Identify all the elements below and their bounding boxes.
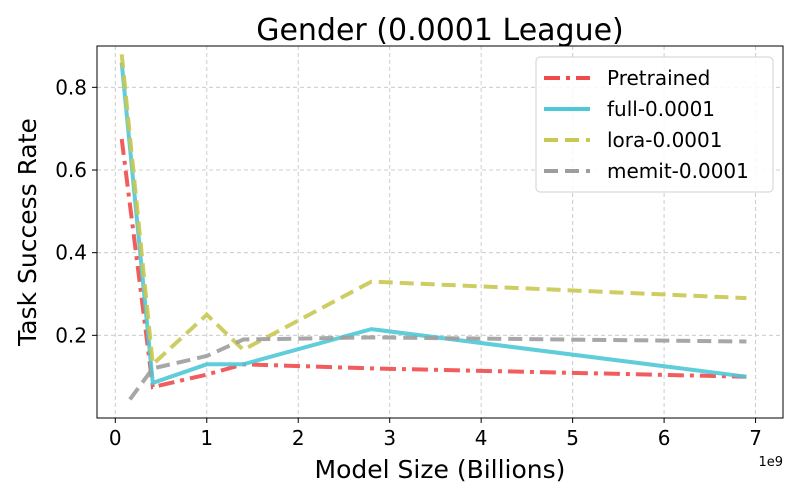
x-tick-label: 2 bbox=[292, 426, 305, 450]
x-tick-label: 7 bbox=[749, 426, 762, 450]
legend-label-pretrained: Pretrained bbox=[607, 66, 710, 90]
x-tick-label: 1 bbox=[200, 426, 213, 450]
series-line-memit-0-0001 bbox=[128, 335, 747, 401]
series-line-pretrained bbox=[119, 138, 747, 390]
chart-title: Gender (0.0001 League) bbox=[256, 13, 624, 48]
y-axis-label: Task Success Rate bbox=[13, 118, 42, 347]
series-lines bbox=[119, 54, 747, 401]
x-axis-label: Model Size (Billions) bbox=[315, 455, 566, 484]
y-tick-label: 0.8 bbox=[55, 75, 87, 99]
legend-label-lora-0-0001: lora-0.0001 bbox=[607, 128, 722, 152]
x-tick-label: 6 bbox=[658, 426, 671, 450]
series-line-lora-0-0001 bbox=[119, 54, 747, 369]
x-axis-offset-label: 1e9 bbox=[758, 455, 783, 470]
x-tick-label: 5 bbox=[566, 426, 579, 450]
legend: Pretrained full-0.0001 lora-0.0001 memit-0.… bbox=[535, 56, 774, 193]
x-tick-label: 0 bbox=[109, 426, 122, 450]
y-tick-label: 0.6 bbox=[55, 158, 87, 182]
axis-ticks: 0 1 2 3 4 5 6 7 0.2 0.4 0.6 0.8 bbox=[55, 75, 762, 450]
x-tick-label: 3 bbox=[383, 426, 396, 450]
legend-label-memit-0-0001: memit-0.0001 bbox=[607, 159, 749, 183]
x-tick-label: 4 bbox=[475, 426, 488, 450]
y-tick-label: 0.2 bbox=[55, 323, 87, 347]
plot-frame bbox=[96, 45, 784, 419]
legend-box bbox=[535, 56, 774, 193]
legend-label-full-0-0001: full-0.0001 bbox=[607, 97, 715, 121]
y-tick-label: 0.4 bbox=[55, 241, 87, 265]
